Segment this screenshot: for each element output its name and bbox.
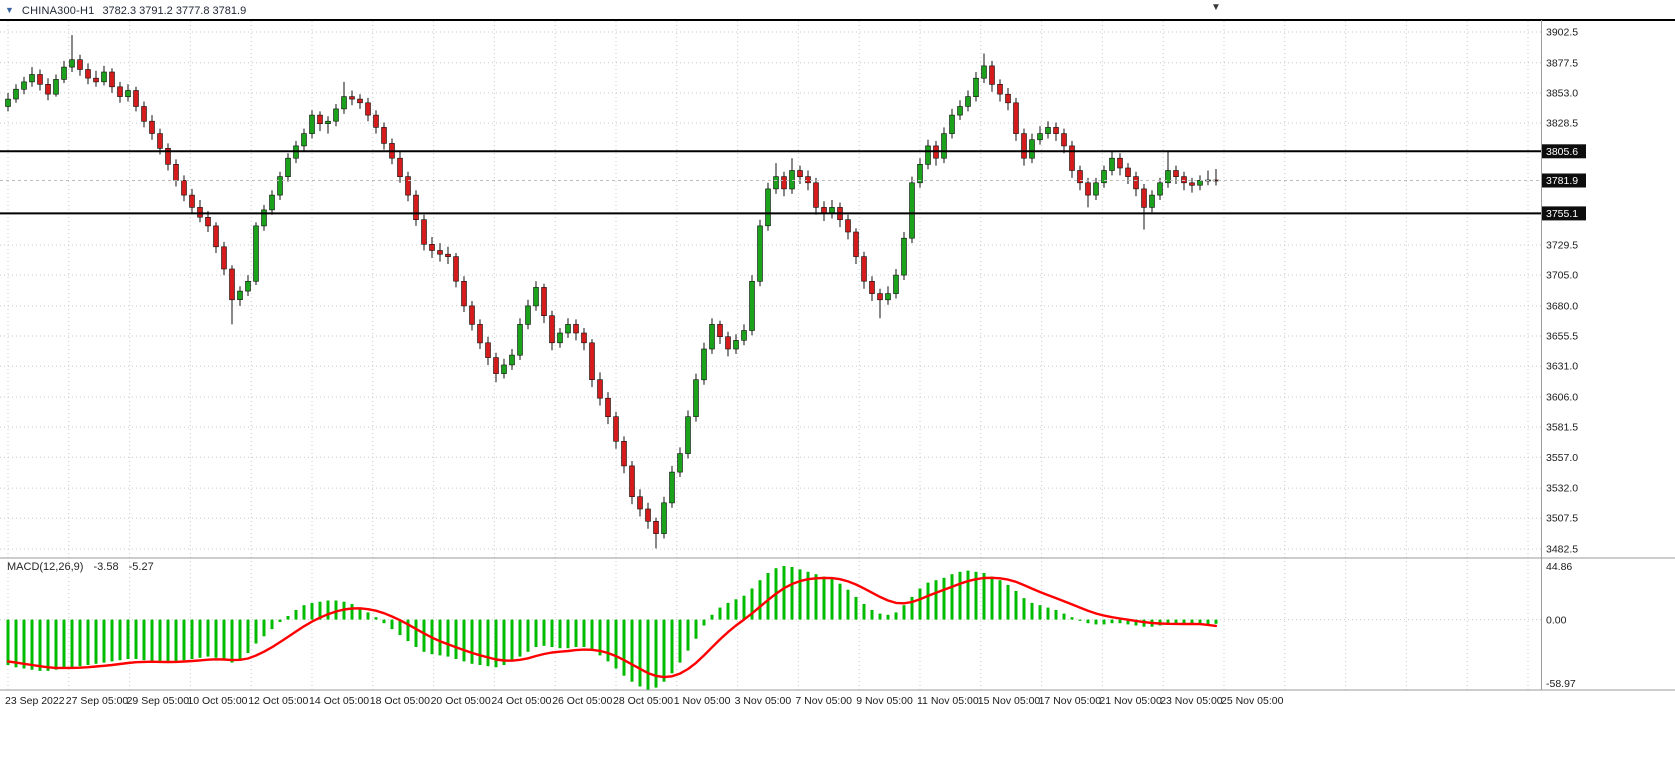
svg-text:29 Sep 05:00: 29 Sep 05:00 (127, 695, 190, 707)
frame-borders (0, 19, 1675, 691)
macd-panel (6, 566, 1218, 690)
svg-text:23 Nov 05:00: 23 Nov 05:00 (1160, 695, 1223, 707)
svg-text:3902.5: 3902.5 (1546, 27, 1578, 39)
svg-text:11 Nov 05:00: 11 Nov 05:00 (917, 695, 979, 707)
svg-text:21 Nov 05:00: 21 Nov 05:00 (1099, 695, 1162, 707)
macd-axis-labels: 44.86 0.00 -58.97 (1546, 561, 1576, 690)
symbol-ohlc-label: ▼ CHINA300-H1 3782.3 3791.2 3777.8 3781.… (5, 3, 246, 18)
svg-text:3729.5: 3729.5 (1546, 240, 1578, 252)
svg-text:20 Oct 05:00: 20 Oct 05:00 (431, 695, 491, 707)
svg-text:3557.0: 3557.0 (1546, 452, 1578, 464)
svg-text:9 Nov 05:00: 9 Nov 05:00 (856, 695, 913, 707)
svg-text:3828.5: 3828.5 (1546, 118, 1578, 130)
level-lines[interactable] (0, 150, 1541, 215)
svg-text:10 Oct 05:00: 10 Oct 05:00 (187, 695, 247, 707)
ohlc-readout: 3782.3 3791.2 3777.8 3781.9 (102, 4, 247, 17)
svg-text:3 Nov 05:00: 3 Nov 05:00 (735, 695, 792, 707)
macd-signal-value: -5.27 (128, 561, 154, 573)
svg-text:1 Nov 05:00: 1 Nov 05:00 (674, 695, 731, 707)
symbol-period-label: CHINA300-H1 (21, 4, 95, 17)
svg-text:3805.6: 3805.6 (1546, 146, 1578, 158)
svg-text:17 Nov 05:00: 17 Nov 05:00 (1039, 695, 1102, 707)
svg-text:28 Oct 05:00: 28 Oct 05:00 (613, 695, 673, 707)
macd-indicator-label: MACD(12,26,9) -3.58 -5.27 (7, 561, 161, 573)
price-axis-scale[interactable] (1542, 21, 1675, 690)
svg-text:0.00: 0.00 (1546, 615, 1567, 627)
svg-text:3655.5: 3655.5 (1546, 331, 1578, 343)
time-axis-labels: 23 Sep 202227 Sep 05:0029 Sep 05:0010 Oc… (5, 695, 1284, 707)
svg-text:14 Oct 05:00: 14 Oct 05:00 (309, 695, 369, 707)
svg-text:44.86: 44.86 (1546, 561, 1572, 573)
svg-text:3606.0: 3606.0 (1546, 392, 1578, 404)
svg-text:27 Sep 05:00: 27 Sep 05:00 (66, 695, 129, 707)
chart-shift-marker-icon: ▼ (1211, 2, 1221, 13)
svg-text:3581.5: 3581.5 (1546, 422, 1578, 434)
svg-text:24 Oct 05:00: 24 Oct 05:00 (491, 695, 551, 707)
one-click-trading-arrow-icon[interactable]: ▼ (5, 5, 14, 15)
svg-text:3631.0: 3631.0 (1546, 361, 1578, 373)
svg-text:3781.9: 3781.9 (1546, 175, 1578, 187)
svg-text:26 Oct 05:00: 26 Oct 05:00 (552, 695, 612, 707)
svg-text:3877.5: 3877.5 (1546, 57, 1578, 69)
time-axis-scale[interactable] (0, 691, 1675, 719)
svg-text:3680.0: 3680.0 (1546, 300, 1578, 312)
svg-text:7 Nov 05:00: 7 Nov 05:00 (795, 695, 852, 707)
macd-main-value: -3.58 (93, 561, 119, 573)
price-tags: 3805.6 3781.9 3755.1 (1542, 144, 1586, 221)
svg-text:3755.1: 3755.1 (1546, 208, 1578, 220)
svg-text:3532.0: 3532.0 (1546, 483, 1578, 495)
price-axis-labels: 3902.5 3877.5 3853.0 3828.5 3729.5 3705.0 3680… (1546, 27, 1578, 556)
grid (0, 21, 1541, 690)
svg-text:3705.0: 3705.0 (1546, 270, 1578, 282)
svg-text:15 Nov 05:00: 15 Nov 05:00 (978, 695, 1041, 707)
svg-text:23 Sep 2022: 23 Sep 2022 (5, 695, 65, 707)
macd-signal-line (6, 576, 1218, 679)
svg-text:-58.97: -58.97 (1546, 678, 1576, 690)
svg-text:3507.5: 3507.5 (1546, 513, 1578, 525)
svg-text:12 Oct 05:00: 12 Oct 05:00 (248, 695, 308, 707)
candles-series (5, 35, 1219, 549)
svg-text:3853.0: 3853.0 (1546, 87, 1578, 99)
svg-text:25 Nov 05:00: 25 Nov 05:00 (1221, 695, 1284, 707)
macd-name: MACD(12,26,9) (7, 561, 84, 573)
svg-text:18 Oct 05:00: 18 Oct 05:00 (370, 695, 430, 707)
svg-text:3482.5: 3482.5 (1546, 544, 1578, 556)
